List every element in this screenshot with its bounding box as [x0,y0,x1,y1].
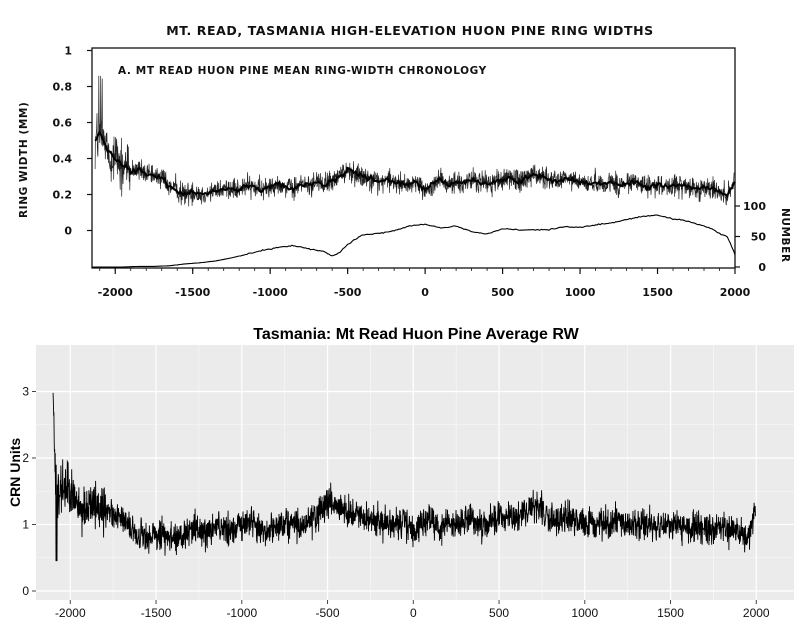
top-chart-y2label: NUMBER [779,208,791,263]
top-y2-tick: 100 [735,200,766,213]
top-chart-frame [91,47,736,269]
top-chart-title: MT. READ, TASMANIA HIGH-ELEVATION HUON P… [166,23,654,38]
top-y-ticks: 0 0.2 0.4 0.6 0.8 1 [53,45,92,238]
top-x-tick: 1000 [565,268,596,299]
top-x-tick-label: 1000 [565,286,596,299]
top-x-tick: 500 [491,268,514,299]
bottom-y-ticks: 0 1 2 3 [22,385,36,598]
top-y-tick: 0.4 [53,153,92,166]
ring-width-smoothed-line [94,129,736,199]
top-x-tick-label: -500 [334,286,362,299]
top-y2-ticks: 0 50 100 [735,200,766,274]
bottom-y-tick-label: 0 [22,584,29,598]
top-y-tick-label: 0.2 [53,189,73,202]
top-y2-tick-label: 100 [743,200,766,213]
top-x-tick: 1500 [642,268,673,299]
top-x-tick: -500 [334,268,362,299]
top-y-tick: 0 [64,225,92,238]
bottom-y-tick-label: 3 [22,385,29,399]
top-chart: MT. READ, TASMANIA HIGH-ELEVATION HUON P… [18,23,791,299]
top-y2-tick-label: 50 [751,231,767,244]
bottom-y-tick-label: 2 [22,451,29,465]
bottom-x-tick: -500 [316,600,340,620]
bottom-x-tick-label: 2000 [743,606,770,620]
bottom-chart-panel [36,345,794,600]
top-chart-subtitle: A. MT READ HUON PINE MEAN RING-WIDTH CHR… [118,65,487,77]
bottom-x-tick: 1500 [657,600,684,620]
bottom-series [52,392,756,562]
bottom-x-tick-label: -1000 [226,606,257,620]
bottom-x-tick-label: -500 [316,606,340,620]
bottom-x-tick: -1000 [226,600,257,620]
bottom-x-tick: 2000 [743,600,770,620]
top-x-tick-label: 1500 [642,286,673,299]
bottom-x-tick: 500 [489,600,509,620]
top-y-tick-label: 0.6 [53,117,73,130]
top-y-tick: 0.8 [53,81,92,94]
top-y-tick-label: 0 [64,225,72,238]
top-x-tick: 2000 [720,268,751,299]
ring-width-raw-line [94,75,735,207]
bottom-x-tick: -2000 [55,600,86,620]
top-x-tick-label: -1500 [175,286,211,299]
bottom-x-tick-label: -2000 [55,606,86,620]
bottom-x-tick-label: 1000 [571,606,598,620]
bottom-y-tick: 0 [22,584,36,598]
top-x-tick: -2000 [98,268,134,299]
top-y-tick: 1 [64,45,92,58]
bottom-x-tick: -1500 [141,600,172,620]
top-x-tick: 0 [421,268,429,299]
top-y-tick-label: 0.4 [53,153,73,166]
top-y-tick-label: 1 [64,45,72,58]
top-x-tick-label: 2000 [720,286,751,299]
top-y2-tick: 50 [735,231,766,244]
top-y2-tick-label: 0 [758,261,766,274]
top-x-tick-label: 500 [491,286,514,299]
bottom-chart-title: Tasmania: Mt Read Huon Pine Average RW [253,326,579,343]
top-y2-tick: 0 [735,261,766,274]
top-x-ticks: -2000 -1500 -1000 -500 0 500 1000 1500 2000 [98,268,751,299]
bottom-x-tick-label: 0 [410,606,417,620]
bottom-x-tick-label: 1500 [657,606,684,620]
bottom-x-tick-label: -1500 [141,606,172,620]
bottom-chart: Tasmania: Mt Read Huon Pine Average RW -… [7,326,794,620]
bottom-y-tick: 3 [22,385,36,399]
bottom-chart-ylabel: CRN Units [7,438,23,507]
bottom-x-tick: 1000 [571,600,598,620]
bottom-y-tick-label: 1 [22,518,29,532]
top-y-tick-label: 0.8 [53,81,73,94]
bottom-y-tick: 1 [22,518,36,532]
top-x-tick-label: -1000 [253,286,289,299]
bottom-x-ticks: -2000 -1500 -1000 -500 0 500 1000 1500 2000 [55,600,770,620]
top-chart-ylabel: RING WIDTH (MM) [18,102,30,218]
top-x-tick: -1500 [175,268,211,299]
top-series [92,75,736,268]
bottom-y-tick: 2 [22,451,36,465]
top-y-tick: 0.6 [53,117,92,130]
bottom-x-tick: 0 [410,600,417,620]
bottom-x-tick-label: 500 [489,606,509,620]
average-rw-line [52,392,756,562]
top-x-tick-label: -2000 [98,286,134,299]
sample-number-line [92,214,736,268]
top-y-tick: 0.2 [53,189,92,202]
top-x-tick: -1000 [253,268,289,299]
top-x-tick-label: 0 [421,286,429,299]
